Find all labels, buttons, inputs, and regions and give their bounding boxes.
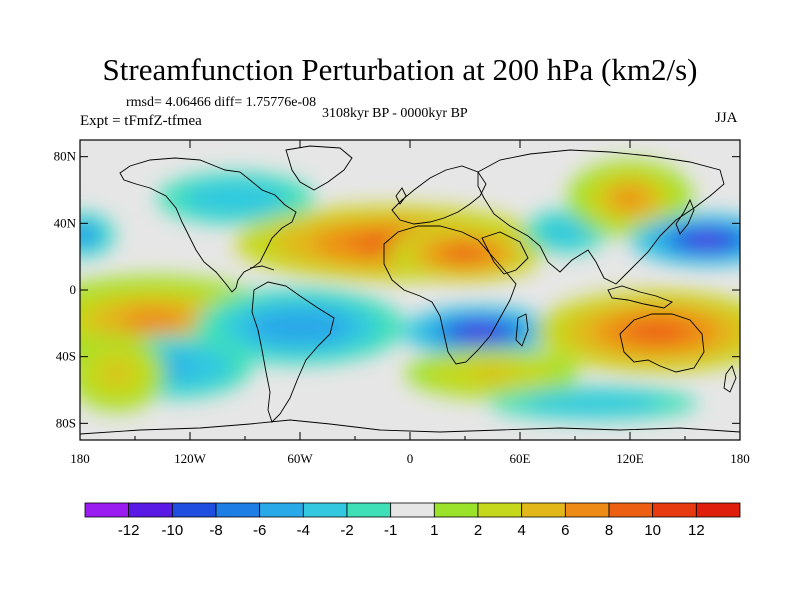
anomaly-south-africa-low-3	[460, 325, 499, 338]
colorbar-swatch	[433, 502, 479, 518]
coast-asia	[477, 149, 725, 285]
coast-indonesia	[607, 285, 673, 309]
colorbar-label: -2	[340, 522, 353, 539]
anomaly-australia-high-3	[627, 321, 688, 342]
anomaly-south-pacific-low-3	[156, 358, 195, 375]
period-label: 3108kyr BP - 0000kyr BP	[322, 106, 468, 121]
coast-africa	[383, 225, 517, 365]
coast-europe	[391, 165, 487, 225]
map-layer	[80, 140, 740, 440]
stats-text: rmsd= 4.06466 diff= 1.75776e-08	[126, 95, 317, 110]
lon-tick-label: 120W	[174, 451, 207, 466]
coast-madagascar	[515, 313, 529, 347]
coast-south-america	[251, 281, 335, 423]
colorbar-swatch	[564, 502, 610, 518]
coast-australia	[619, 313, 705, 373]
lon-tick-label: 120E	[616, 451, 644, 466]
coast-british-isles	[395, 187, 407, 205]
coast-japan	[675, 198, 695, 235]
colorbar-swatch	[171, 502, 217, 518]
anomaly-north-atlantic-low-3	[209, 189, 262, 208]
coast-greenland	[285, 145, 353, 191]
axis-ticks: 80N 40N 0 40S 80S 180 120W 60W 0 60E 120E 180	[54, 140, 750, 466]
lat-tick-label: 40S	[56, 349, 76, 364]
lat-tick-label: 0	[70, 282, 77, 297]
colorbar-label: 4	[517, 522, 525, 539]
coast-caribbean	[249, 265, 275, 271]
colorbar-swatch	[608, 502, 654, 518]
lon-tick-label: 0	[407, 451, 414, 466]
coast-new-zealand	[723, 365, 737, 393]
colorbar-label: -6	[253, 522, 266, 539]
coastline-layer	[80, 145, 740, 435]
colorbar-label: 8	[605, 522, 613, 539]
anomaly-south-america-low-3	[273, 317, 327, 337]
colorbar-swatch	[652, 502, 697, 518]
coast-north-america	[119, 157, 297, 293]
anomaly-pacific-southeast-high-3	[120, 308, 187, 332]
anomaly-south-pacific-high-3	[104, 363, 129, 383]
lat-tick-label: 80N	[54, 149, 77, 164]
colorbar-swatch	[390, 502, 435, 518]
anomaly-indian-ocean-south-high-3	[470, 367, 515, 380]
colorbar-swatch	[215, 502, 261, 518]
anomaly-pacific-subtropic-north-low-3	[80, 229, 92, 241]
colorbar-swatch	[128, 502, 173, 518]
lat-tick-label: 40N	[54, 215, 77, 230]
coast-antarctica	[80, 419, 740, 435]
colorbar-label: -10	[161, 522, 183, 539]
colorbar: -12 -10 -8 -6 -4 -2 -1 1 2 4 6 8 10 12	[84, 502, 741, 539]
colorbar-label: -12	[118, 522, 140, 539]
colorbar-label: 2	[474, 522, 482, 539]
colorbar-swatch	[346, 502, 392, 518]
colorbar-swatch	[521, 502, 566, 518]
colorbar-label: 1	[430, 522, 438, 539]
experiment-label: Expt = tFmfZ-tfmea	[80, 113, 202, 129]
anomaly-arabia-high-3	[445, 246, 485, 261]
chart-title: Streamfunction Perturbation at 200 hPa (…	[102, 52, 698, 87]
colorbar-label: -4	[297, 522, 310, 539]
lon-tick-label: 180	[730, 451, 750, 466]
anomaly-north-pacific-low-3	[687, 233, 727, 247]
anomaly-southern-ocean-low-3	[558, 397, 629, 409]
anomaly-central-asia-low-3	[551, 224, 580, 239]
colorbar-swatch	[84, 502, 130, 518]
colorbar-label: 12	[688, 522, 705, 539]
anomaly-siberia-high-3	[614, 188, 646, 208]
colorbar-label: 6	[561, 522, 569, 539]
colorbar-label: 10	[644, 522, 661, 539]
lon-tick-label: 180	[70, 451, 90, 466]
lon-tick-label: 60E	[510, 451, 531, 466]
colorbar-swatch	[477, 502, 523, 518]
colorbar-label: -8	[209, 522, 222, 539]
coast-arabia	[481, 231, 529, 275]
season-label: JJA	[715, 110, 738, 126]
colorbar-swatch	[302, 502, 348, 518]
lat-tick-label: 80S	[56, 415, 76, 430]
colorbar-swatch	[259, 502, 304, 518]
lon-tick-label: 60W	[287, 451, 313, 466]
colorbar-label: -1	[384, 522, 397, 539]
colorbar-swatch	[695, 502, 741, 518]
